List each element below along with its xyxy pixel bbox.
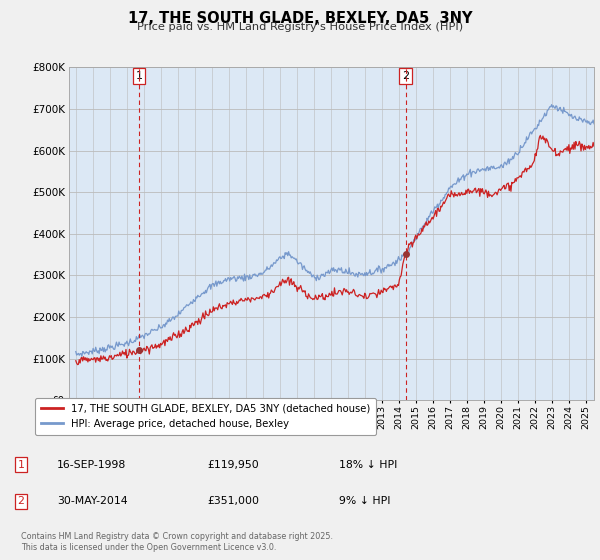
- Text: 9% ↓ HPI: 9% ↓ HPI: [339, 496, 391, 506]
- Text: Contains HM Land Registry data © Crown copyright and database right 2025.
This d: Contains HM Land Registry data © Crown c…: [21, 532, 333, 552]
- Text: £119,950: £119,950: [207, 460, 259, 470]
- Text: 17, THE SOUTH GLADE, BEXLEY, DA5  3NY: 17, THE SOUTH GLADE, BEXLEY, DA5 3NY: [128, 11, 472, 26]
- Text: £351,000: £351,000: [207, 496, 259, 506]
- Text: 1: 1: [17, 460, 25, 470]
- Text: 2: 2: [17, 496, 25, 506]
- Text: 16-SEP-1998: 16-SEP-1998: [57, 460, 126, 470]
- Text: 30-MAY-2014: 30-MAY-2014: [57, 496, 128, 506]
- Text: 1: 1: [136, 71, 143, 81]
- Text: Price paid vs. HM Land Registry's House Price Index (HPI): Price paid vs. HM Land Registry's House …: [137, 22, 463, 32]
- Text: 2: 2: [402, 71, 409, 81]
- Legend: 17, THE SOUTH GLADE, BEXLEY, DA5 3NY (detached house), HPI: Average price, detac: 17, THE SOUTH GLADE, BEXLEY, DA5 3NY (de…: [35, 398, 376, 435]
- Text: 18% ↓ HPI: 18% ↓ HPI: [339, 460, 397, 470]
